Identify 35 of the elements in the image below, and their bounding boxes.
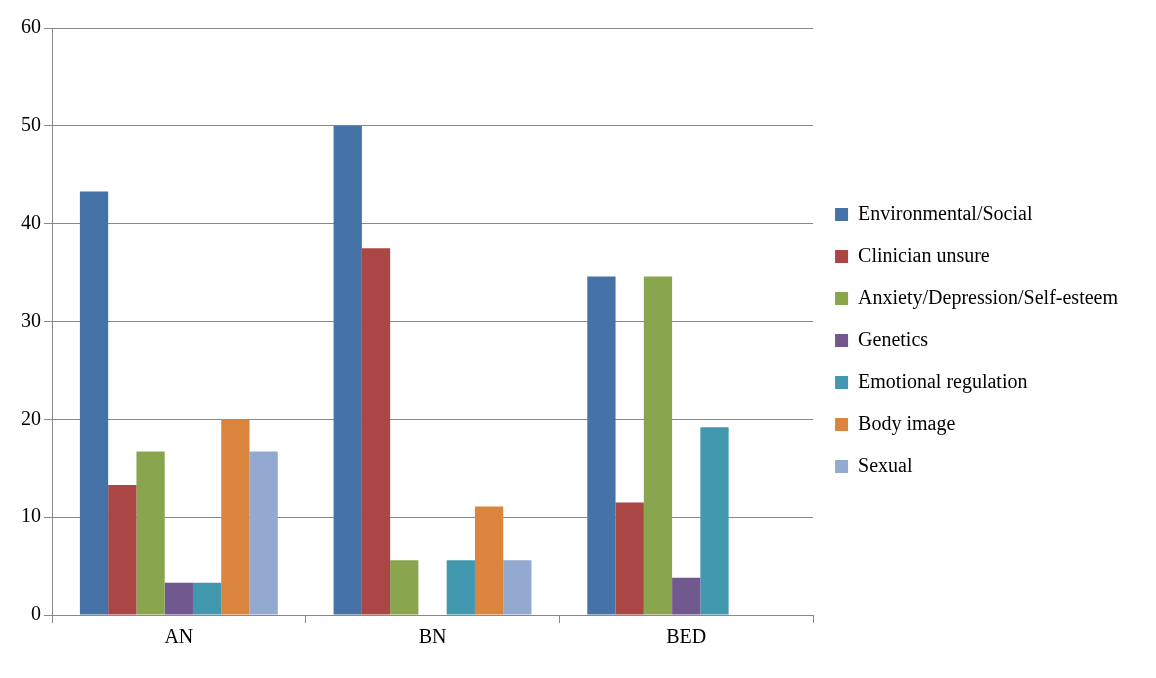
legend-label: Emotional regulation	[858, 369, 1028, 393]
bar	[249, 451, 278, 615]
bar	[615, 502, 644, 615]
legend-label: Body image	[858, 411, 956, 435]
legend-label: Genetics	[858, 327, 929, 350]
legend-label: Environmental/Social	[858, 201, 1033, 224]
y-tick-label: 10	[21, 504, 41, 527]
y-tick-label: 60	[21, 15, 41, 38]
y-tick-label: 0	[31, 602, 41, 625]
bar	[221, 419, 250, 615]
y-tick-label: 40	[21, 210, 41, 233]
bar	[192, 582, 222, 615]
bar	[643, 276, 673, 615]
bar	[79, 191, 109, 615]
bar	[390, 560, 419, 615]
bar	[587, 276, 616, 615]
bar	[136, 451, 165, 615]
bar	[672, 577, 701, 615]
bar	[700, 427, 729, 615]
bar	[164, 582, 193, 615]
bar	[361, 248, 391, 615]
bar	[108, 484, 137, 615]
x-tick-label: BN	[418, 625, 447, 648]
x-tick-label: AN	[164, 625, 194, 648]
bar	[503, 560, 532, 615]
y-tick-label: 30	[21, 308, 41, 331]
legend-label: Sexual	[858, 453, 913, 476]
legend-label: Anxiety/Depression/Self-esteem	[858, 285, 1119, 309]
legend-label: Clinician unsure	[858, 243, 990, 266]
x-tick-label: BED	[666, 625, 707, 648]
y-tick-label: 50	[21, 113, 41, 136]
bar	[446, 560, 475, 615]
bar	[474, 506, 504, 615]
y-tick-label: 20	[21, 406, 41, 429]
bar	[333, 125, 362, 615]
